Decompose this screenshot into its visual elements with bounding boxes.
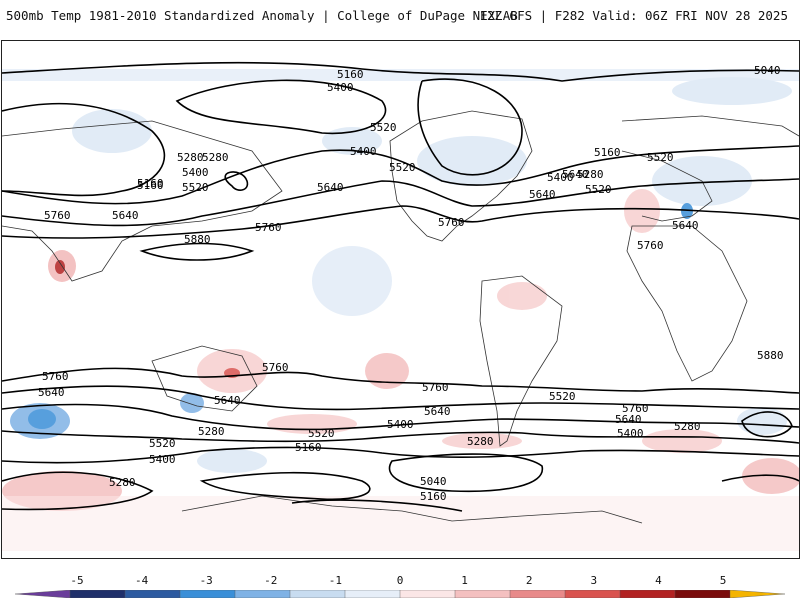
contour-label: 5160 bbox=[420, 490, 447, 503]
contour-label: 5520 bbox=[389, 161, 416, 174]
contour-label: 5160 bbox=[594, 146, 621, 159]
contour-label: 5760 bbox=[44, 209, 71, 222]
contour-label: 5280 bbox=[109, 476, 136, 489]
colorbar-scale bbox=[15, 590, 785, 598]
colorbar-segment bbox=[674, 590, 731, 598]
contour-label: 5400 bbox=[327, 81, 354, 94]
map-title: 500mb Temp 1981-2010 Standardized Anomal… bbox=[6, 8, 518, 23]
anomaly-shading bbox=[2, 69, 799, 551]
colorbar-tick-label: 0 bbox=[396, 574, 404, 587]
contour-label: 5160 bbox=[337, 68, 364, 81]
contour-label: 5640 bbox=[615, 413, 642, 426]
contour-label: 5040 bbox=[754, 64, 781, 77]
colorbar-tick-label: 5 bbox=[719, 574, 727, 587]
contour-label: 5520 bbox=[149, 437, 176, 450]
contour-label: 5400 bbox=[182, 166, 209, 179]
contour-label-group: 5160 5040 5400 5520 5280 5400 5400 5520 … bbox=[38, 64, 784, 503]
colorbar-segment bbox=[69, 590, 126, 598]
contour-label: 5040 bbox=[420, 475, 447, 488]
contour-label: 5520 bbox=[370, 121, 397, 134]
contour-label: 5400 bbox=[387, 418, 414, 431]
contour-label: 5520 bbox=[549, 390, 576, 403]
contour-label: 5640 bbox=[424, 405, 451, 418]
contour-label: 5280 bbox=[467, 435, 494, 448]
contour-label: 5760 bbox=[42, 370, 69, 383]
colorbar-segment bbox=[564, 590, 621, 598]
contour-label: 5640 bbox=[529, 188, 556, 201]
height-contours bbox=[2, 61, 799, 512]
colorbar-tick-label: -1 bbox=[328, 574, 343, 587]
contour-label: 5520 bbox=[647, 151, 674, 164]
contour-label: 5640 bbox=[38, 386, 65, 399]
contour-label: 5160 bbox=[137, 179, 164, 192]
contour-label: 5280 bbox=[674, 420, 701, 433]
colorbar-segment bbox=[179, 590, 236, 598]
colorbar-segment bbox=[124, 590, 181, 598]
coastlines bbox=[2, 110, 799, 524]
colorbar-tick-label: -3 bbox=[199, 574, 213, 587]
contour-label: 5760 bbox=[438, 216, 465, 229]
colorbar-tick-label: 4 bbox=[655, 574, 662, 587]
map-canvas: 5160 5040 5400 5520 5280 5400 5400 5520 … bbox=[2, 61, 799, 551]
contour-label: 5760 bbox=[262, 361, 289, 374]
colorbar: -5 -4 -3 -2 -1 0 1 2 3 4 5 bbox=[0, 570, 800, 600]
colorbar-tick-label: -5 bbox=[70, 574, 84, 587]
contour-label: 5880 bbox=[757, 349, 784, 362]
contour-label: 5400 bbox=[149, 453, 176, 466]
colorbar-segment bbox=[509, 590, 566, 598]
contour-label: 5760 bbox=[255, 221, 282, 234]
contour-label: 5640 bbox=[672, 219, 699, 232]
contour-label: 5520 bbox=[182, 181, 209, 194]
colorbar-segment bbox=[234, 590, 291, 598]
contour-label: 5280 bbox=[202, 151, 229, 164]
colorbar-tick-label: 2 bbox=[525, 574, 533, 587]
colorbar-segment bbox=[454, 590, 511, 598]
colorbar-segment bbox=[399, 590, 456, 598]
model-run-info: 12Z GFS | F282 Valid: 06Z FRI NOV 28 202… bbox=[479, 8, 788, 23]
contour-label: 5760 bbox=[622, 402, 649, 415]
contour-label: 5280 bbox=[198, 425, 225, 438]
contour-label: 5760 bbox=[637, 239, 664, 252]
colorbar-segment bbox=[15, 590, 71, 598]
colorbar-tick-label: 3 bbox=[590, 574, 598, 587]
colorbar-tick-label: -4 bbox=[134, 574, 149, 587]
contour-label: 5520 bbox=[585, 183, 612, 196]
contour-label: 5880 bbox=[184, 233, 211, 246]
colorbar-segment bbox=[729, 590, 785, 598]
anomaly-map: 5160 5040 5400 5520 5280 5400 5400 5520 … bbox=[1, 40, 800, 559]
contour-label: 5640 bbox=[112, 209, 139, 222]
contour-label: 5760 bbox=[422, 381, 449, 394]
colorbar-tick-label: -2 bbox=[264, 574, 278, 587]
contour-label: 5280 bbox=[577, 168, 604, 181]
header: 500mb Temp 1981-2010 Standardized Anomal… bbox=[0, 0, 800, 28]
contour-label: 5400 bbox=[617, 427, 644, 440]
colorbar-tick-label: 1 bbox=[461, 574, 468, 587]
contour-label: 5640 bbox=[317, 181, 344, 194]
contour-label: 5160 bbox=[295, 441, 322, 454]
colorbar-segment bbox=[344, 590, 401, 598]
contour-label: 5400 bbox=[350, 145, 377, 158]
contour-label: 5640 bbox=[214, 394, 241, 407]
contour-label: 5280 bbox=[177, 151, 204, 164]
colorbar-segment bbox=[289, 590, 346, 598]
contour-label: 5400 bbox=[547, 171, 574, 184]
colorbar-segment bbox=[619, 590, 676, 598]
contour-label: 5520 bbox=[308, 427, 335, 440]
contour-label: 5640 bbox=[562, 168, 589, 181]
contour-label: 5160 bbox=[137, 177, 164, 190]
